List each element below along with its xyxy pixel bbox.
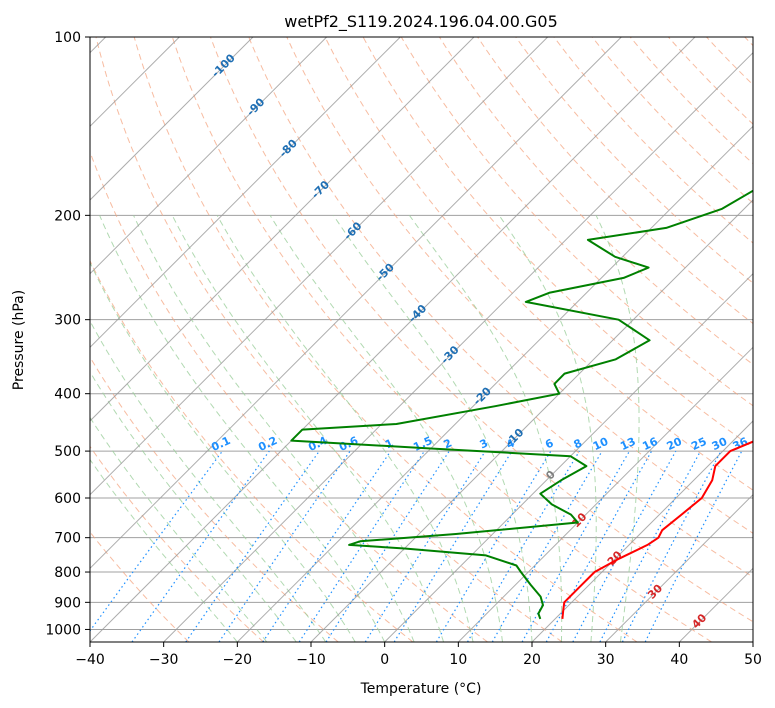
- x-tick-label: 10: [449, 652, 467, 668]
- moist-adiabat-line: [408, 215, 563, 642]
- y-tick-label: 400: [54, 387, 81, 403]
- isotherm-line: [90, 37, 622, 570]
- y-axis-title: Pressure (hPa): [11, 290, 27, 390]
- mixing-ratio-line: [364, 450, 486, 642]
- plot-area: 0.1 0.2 0.4 0.6 1 1.5 2 3 4 6 8 10 13 16 20 25 30 36-100-…: [90, 37, 753, 642]
- mixing-ratio-line: [131, 450, 270, 642]
- y-tick-label: 100: [54, 30, 81, 46]
- isotherm-line: [90, 37, 401, 349]
- isotherm-line: [236, 125, 753, 642]
- isotherm-line: [531, 420, 753, 642]
- x-tick-label: 40: [670, 652, 688, 668]
- isotherm-line: [605, 493, 753, 642]
- mixing-ratio-line: [466, 450, 580, 642]
- x-tick-label: 50: [744, 652, 762, 668]
- dry-adiabat-line: [171, 37, 712, 642]
- isotherm-line: [457, 346, 753, 642]
- dry-adiabat-line: [400, 37, 753, 407]
- dry-adiabat-line: [591, 37, 753, 204]
- mixing-ratio-line: [572, 450, 677, 642]
- isotherm-line: [163, 51, 753, 642]
- isotherm-line: [90, 37, 475, 422]
- y-tick-label: 200: [54, 208, 81, 224]
- x-axis-title: Temperature (°C): [360, 681, 482, 697]
- dry-adiabat-line: [133, 37, 638, 642]
- moist-adiabat-line: [99, 215, 386, 642]
- dry-adiabat-line: [95, 37, 563, 642]
- dry-adiabat-line: [248, 37, 753, 578]
- isotherm-line: [90, 37, 549, 496]
- isotherm-line: [90, 37, 254, 201]
- moist-adiabat-line: [498, 215, 597, 642]
- mixing-ratio-label: 30: [710, 435, 730, 453]
- moist-adiabat-line: [595, 215, 640, 642]
- x-tick-label: −20: [223, 652, 253, 668]
- mixing-ratio-label: 10: [591, 435, 611, 453]
- isotherm-line: [90, 37, 328, 275]
- moist-adiabat-line: [332, 215, 533, 642]
- dry-adiabat-line: [210, 37, 753, 623]
- dry-adiabat-line: [629, 37, 753, 165]
- moist-adiabat-line: [90, 416, 268, 642]
- isotherm-line: [310, 199, 753, 642]
- plot-frame: [89, 36, 754, 643]
- mixing-ratio-line: [90, 450, 223, 632]
- temperature-profile-line: [561, 440, 753, 619]
- isotherm-line: [90, 37, 696, 642]
- x-tick-label: −10: [296, 652, 326, 668]
- x-tick-label: 20: [523, 652, 541, 668]
- y-tick-label: 700: [54, 531, 81, 547]
- y-tick-label: 800: [54, 565, 81, 581]
- y-tick-label: 300: [54, 313, 81, 329]
- isotherm-line: [384, 272, 753, 642]
- dry-adiabat-line: [324, 37, 753, 491]
- axes: −40 −30 −20 −10 0 10 20 30 40 50 100 200 300 400 500 60…: [45, 30, 762, 668]
- moist-adiabat-line: [90, 320, 327, 642]
- y-tick-label: 500: [54, 444, 81, 460]
- chart-title: wetPf2_S119.2024.196.04.00.G05: [284, 12, 558, 32]
- mixing-ratio-line: [393, 450, 513, 642]
- dry-adiabat-line: [515, 37, 753, 284]
- mixing-ratio-label: 20: [665, 435, 685, 453]
- moist-adiabat-line: [90, 458, 238, 642]
- dry-adiabat-line: [90, 259, 414, 642]
- mixing-ratio-label: 16: [640, 435, 660, 453]
- mixing-ratio-label: 25: [689, 435, 708, 453]
- mixing-ratio-line: [435, 450, 552, 642]
- mixing-ratio-line: [491, 450, 603, 642]
- mixing-ratio-line: [185, 450, 320, 642]
- y-tick-label: 1000: [45, 622, 81, 638]
- moist-adiabat-line: [90, 261, 356, 642]
- y-tick-label: 900: [54, 595, 81, 611]
- moist-adiabat-line: [269, 215, 503, 642]
- x-tick-label: 30: [597, 652, 615, 668]
- x-tick-label: −30: [149, 652, 179, 668]
- moist-adiabat-line: [133, 215, 415, 642]
- mixing-ratio-label: 13: [618, 435, 637, 453]
- moist-adiabat-line: [216, 215, 474, 642]
- dewpoint-profile-line: [290, 189, 753, 620]
- dry-adiabat-line: [477, 37, 753, 325]
- moist-adiabat-line: [171, 215, 445, 642]
- moist-adiabat-line: [90, 370, 297, 642]
- dry-adiabat-line: [90, 445, 264, 642]
- x-tick-label: −40: [75, 652, 105, 668]
- x-tick-label: 0: [380, 652, 389, 668]
- y-tick-label: 600: [54, 491, 81, 507]
